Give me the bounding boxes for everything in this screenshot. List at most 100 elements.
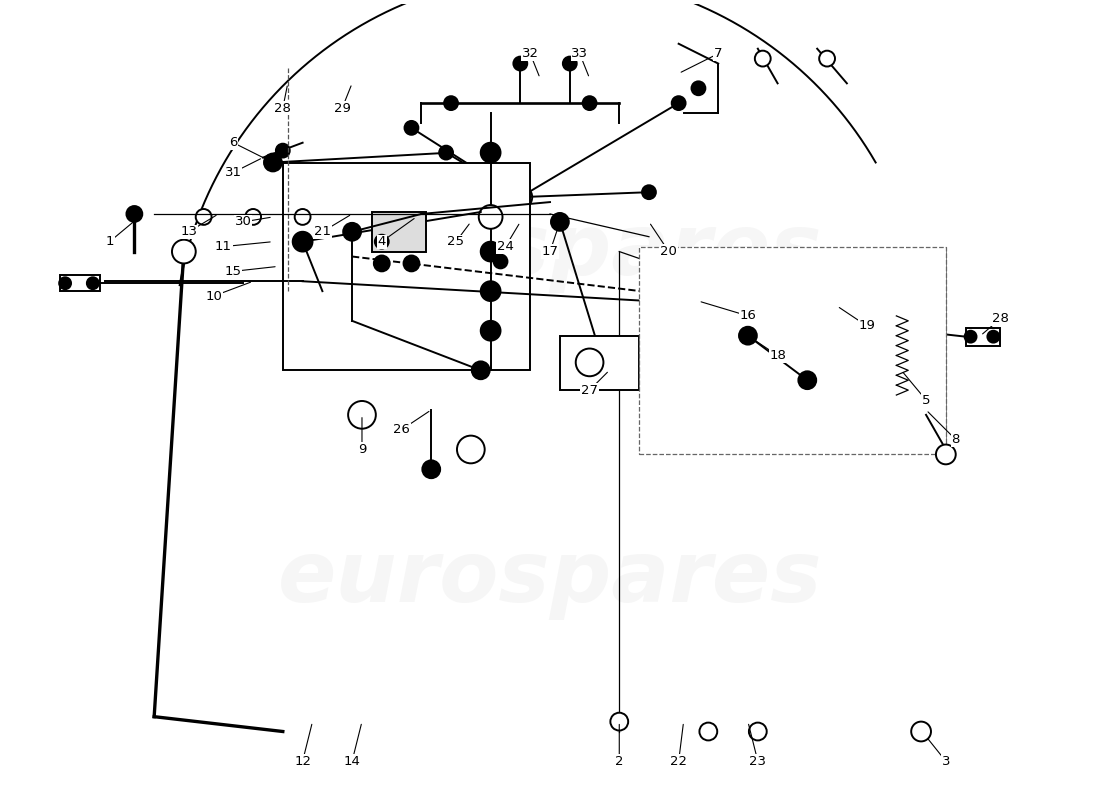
Circle shape: [478, 205, 503, 229]
Text: 17: 17: [541, 245, 559, 258]
Text: 7: 7: [714, 47, 723, 60]
Circle shape: [739, 326, 757, 345]
Circle shape: [700, 722, 717, 741]
Circle shape: [245, 209, 261, 225]
Circle shape: [749, 722, 767, 741]
Circle shape: [439, 146, 453, 159]
Circle shape: [755, 50, 771, 66]
Circle shape: [820, 50, 835, 66]
Circle shape: [676, 265, 691, 278]
Circle shape: [508, 186, 532, 209]
Circle shape: [126, 206, 142, 222]
Bar: [372, 212, 427, 251]
Text: 1: 1: [106, 235, 114, 248]
Circle shape: [821, 265, 834, 278]
Circle shape: [904, 422, 918, 437]
Circle shape: [516, 192, 526, 202]
Circle shape: [904, 265, 918, 278]
Circle shape: [988, 330, 999, 342]
Circle shape: [551, 213, 569, 230]
Circle shape: [293, 232, 312, 251]
Circle shape: [799, 371, 816, 389]
Circle shape: [172, 240, 196, 263]
Circle shape: [375, 234, 388, 249]
Circle shape: [444, 96, 458, 110]
Circle shape: [686, 304, 770, 387]
Circle shape: [276, 144, 289, 158]
Text: 27: 27: [581, 384, 598, 397]
Text: 21: 21: [314, 226, 331, 238]
Circle shape: [348, 401, 376, 429]
Circle shape: [821, 422, 834, 437]
Circle shape: [766, 422, 780, 437]
Circle shape: [514, 57, 527, 70]
Circle shape: [965, 330, 977, 342]
Text: 4: 4: [377, 235, 386, 248]
Circle shape: [766, 265, 780, 278]
Circle shape: [404, 255, 419, 271]
Text: 31: 31: [224, 166, 242, 179]
Text: 2: 2: [615, 754, 624, 768]
Text: 20: 20: [660, 245, 678, 258]
Circle shape: [264, 154, 282, 171]
Text: 8: 8: [952, 433, 960, 446]
Circle shape: [87, 278, 99, 289]
Text: 18: 18: [769, 349, 786, 362]
Circle shape: [703, 321, 752, 370]
Bar: [560, 336, 639, 390]
Text: 28: 28: [274, 102, 292, 114]
Text: 3: 3: [942, 754, 950, 768]
Circle shape: [59, 278, 72, 289]
Text: eurospares: eurospares: [277, 537, 823, 620]
Circle shape: [692, 82, 705, 95]
Circle shape: [295, 209, 310, 225]
Circle shape: [472, 362, 490, 379]
Text: 24: 24: [497, 240, 514, 253]
Circle shape: [936, 445, 956, 464]
Circle shape: [456, 436, 485, 463]
Text: 19: 19: [858, 319, 876, 332]
Bar: [966, 328, 1000, 346]
Text: 23: 23: [749, 754, 767, 768]
Text: 29: 29: [333, 102, 351, 114]
Circle shape: [374, 255, 389, 271]
Circle shape: [196, 209, 211, 225]
Circle shape: [563, 57, 576, 70]
Text: 13: 13: [180, 226, 197, 238]
Circle shape: [676, 422, 691, 437]
Text: 10: 10: [205, 290, 222, 302]
Text: 12: 12: [294, 754, 311, 768]
Text: 32: 32: [521, 47, 539, 60]
Bar: [639, 246, 946, 454]
Circle shape: [583, 96, 596, 110]
Circle shape: [422, 460, 440, 478]
Circle shape: [343, 223, 361, 241]
Bar: [649, 251, 946, 450]
Text: 28: 28: [992, 312, 1009, 326]
Text: 9: 9: [358, 443, 366, 456]
Text: 26: 26: [393, 423, 410, 436]
Circle shape: [575, 349, 604, 376]
Text: 14: 14: [343, 754, 361, 768]
Text: eurospares: eurospares: [277, 210, 823, 293]
Bar: [283, 162, 530, 370]
Text: 16: 16: [739, 310, 757, 322]
Text: 30: 30: [234, 215, 252, 228]
Circle shape: [405, 121, 418, 134]
Circle shape: [911, 722, 931, 742]
Circle shape: [481, 242, 500, 262]
Circle shape: [481, 282, 500, 301]
Text: 11: 11: [214, 240, 232, 253]
Circle shape: [672, 96, 685, 110]
Text: 33: 33: [571, 47, 588, 60]
Circle shape: [642, 186, 656, 199]
Text: 6: 6: [229, 136, 238, 150]
Text: 5: 5: [922, 394, 931, 406]
Text: 15: 15: [224, 265, 242, 278]
Circle shape: [842, 321, 891, 370]
Circle shape: [481, 142, 500, 162]
Text: 25: 25: [448, 235, 464, 248]
Circle shape: [610, 713, 628, 730]
Circle shape: [481, 321, 500, 341]
Text: 22: 22: [670, 754, 688, 768]
